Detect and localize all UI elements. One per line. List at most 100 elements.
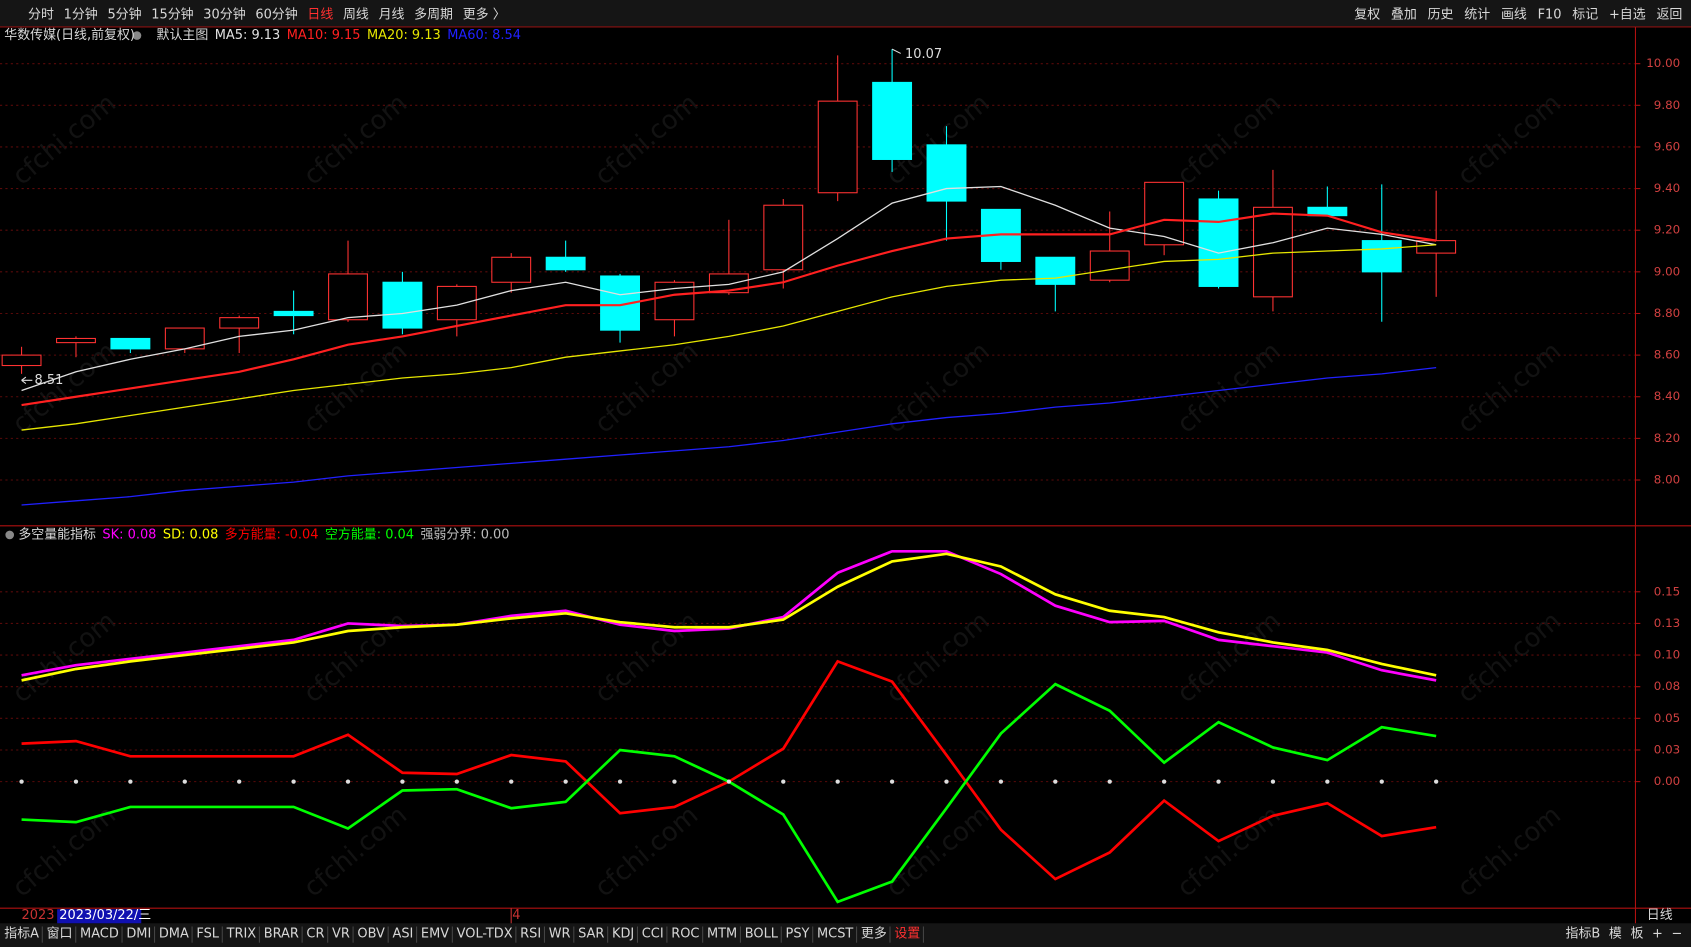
indicator-tab[interactable]: MACD — [80, 927, 119, 942]
indicator-tab[interactable]: CR — [306, 927, 324, 942]
annotation-arrow — [21, 376, 33, 384]
tool-button[interactable]: +自选 — [1609, 8, 1646, 23]
period-tab[interactable]: 60分钟 — [255, 7, 297, 23]
tool-button[interactable]: 历史 — [1428, 8, 1454, 23]
indicator-tab[interactable]: SAR — [578, 927, 604, 942]
tool-button[interactable]: 统计 — [1464, 8, 1490, 23]
marker — [509, 779, 514, 784]
indicator-tab[interactable]: 更多 — [861, 927, 887, 942]
candle-body — [817, 100, 858, 194]
marker — [345, 779, 351, 784]
tool-button[interactable]: 标记 — [1572, 8, 1598, 23]
indicator-tab[interactable]: PSY — [786, 927, 810, 942]
indicator-tab[interactable]: DMA — [159, 927, 189, 942]
legend-entry: MA20: 9.13 — [367, 28, 441, 43]
legend-entry: MA5: 9.13 — [215, 28, 281, 43]
legend-entry: MA10: 9.15 — [287, 28, 361, 43]
icon — [132, 31, 142, 40]
period-tab[interactable]: 30分钟 — [203, 7, 245, 23]
indicator-tab[interactable]: EMV — [421, 927, 449, 942]
period-tab[interactable]: 15分钟 — [151, 7, 193, 23]
indicator-tab[interactable]: MTM — [707, 927, 737, 942]
marker — [237, 779, 242, 784]
period-tab[interactable]: 多周期 — [414, 8, 453, 23]
ma-line — [21, 212, 1437, 407]
indicator-tab[interactable]: VR — [332, 927, 350, 942]
candle-body — [1089, 250, 1130, 281]
indicator-tab[interactable]: OBV — [357, 927, 385, 942]
candle-body — [436, 285, 477, 321]
tabbar-bg — [0, 923, 1691, 947]
period-tab[interactable]: 分时 — [28, 8, 54, 23]
indicator-tab[interactable]: 设置 — [894, 927, 920, 942]
y-tick-label: 9.80 — [1654, 98, 1680, 112]
indicator-tab[interactable]: MCST — [817, 927, 853, 942]
cursor-date: 2023/03/22/三 — [59, 908, 151, 923]
tool-button[interactable]: 叠加 — [1391, 8, 1417, 23]
candle-body — [1361, 240, 1402, 273]
y-tick-label: 8.40 — [1654, 389, 1680, 403]
panel-tab[interactable]: + — [1652, 927, 1663, 942]
period-tab[interactable]: 1分钟 — [64, 7, 98, 23]
marker — [1325, 779, 1330, 784]
period-tab[interactable]: 周线 — [343, 8, 369, 23]
toolbar-bg — [0, 0, 1691, 27]
indicator-tab[interactable]: 窗口 — [47, 926, 73, 942]
legend-entry: SD: 0.08 — [163, 527, 218, 542]
indicator-tab[interactable]: BOLL — [745, 927, 779, 942]
indicator-tab[interactable]: CCI — [642, 927, 664, 942]
indicator-tab[interactable]: VOL-TDX — [457, 927, 513, 942]
legend-entry: MA60: 8.54 — [447, 28, 521, 43]
legend-entry: SK: 0.08 — [102, 527, 156, 542]
period-tab[interactable]: 日线 — [307, 8, 333, 23]
panel-tab[interactable]: 板 — [1630, 927, 1643, 942]
marker — [889, 779, 895, 784]
candle-body — [1252, 206, 1293, 298]
indicator-tab[interactable]: WR — [549, 927, 571, 942]
tool-button[interactable]: 画线 — [1501, 8, 1527, 23]
period-tab[interactable]: 月线 — [379, 8, 405, 23]
annotation-arrow — [891, 48, 901, 54]
y-tick-label: 0.05 — [1654, 711, 1680, 725]
indicator-tab[interactable]: DMI — [126, 927, 151, 942]
panel-tab[interactable]: 模 — [1609, 927, 1622, 942]
marker — [291, 779, 296, 784]
period-tab[interactable]: 更多 〉 — [463, 8, 506, 23]
indicator-tab[interactable]: BRAR — [264, 927, 299, 942]
tool-button[interactable]: F10 — [1538, 8, 1562, 23]
legend-entry: 多方能量: -0.04 — [225, 526, 319, 542]
indicator-tab[interactable]: ROC — [671, 927, 699, 942]
y-tick-label: 9.00 — [1654, 264, 1680, 278]
marker — [1053, 779, 1058, 784]
y-tick-label: 0.15 — [1654, 584, 1680, 598]
x-label: 2023 — [22, 908, 55, 923]
indicator-tab[interactable]: ASI — [392, 927, 413, 942]
indicator-tab[interactable]: RSI — [520, 927, 541, 942]
candle-body — [708, 273, 749, 294]
marker — [617, 779, 623, 784]
ma-line — [21, 366, 1437, 506]
panel-tab[interactable]: − — [1672, 927, 1683, 942]
y-tick-label: 9.60 — [1654, 139, 1680, 153]
annotation: 8.51 — [35, 373, 64, 388]
tool-button[interactable]: 返回 — [1656, 8, 1682, 23]
indicator-tab[interactable]: FSL — [196, 927, 219, 942]
y-tick-label: 8.60 — [1654, 348, 1680, 362]
tool-button[interactable]: 复权 — [1354, 7, 1380, 23]
panel-title: 华数传媒(日线,前复权) — [4, 27, 135, 43]
marker — [563, 779, 568, 784]
marker — [781, 779, 786, 784]
y-tick-label: 0.13 — [1654, 616, 1680, 630]
marker — [1216, 779, 1221, 784]
indicator-tab[interactable]: TRIX — [226, 927, 257, 942]
ma-line — [21, 244, 1437, 431]
marker — [73, 779, 79, 784]
marker — [1434, 779, 1439, 784]
panel-tab[interactable]: 指标B — [1566, 927, 1601, 942]
indicator-tab[interactable]: 指标A — [4, 927, 39, 942]
indicator-tab[interactable]: KDJ — [612, 927, 634, 942]
period-tab[interactable]: 5分钟 — [107, 7, 141, 23]
x-label: 4 — [512, 908, 520, 923]
y-tick-label: 0.03 — [1654, 742, 1680, 756]
marker — [1379, 779, 1384, 784]
